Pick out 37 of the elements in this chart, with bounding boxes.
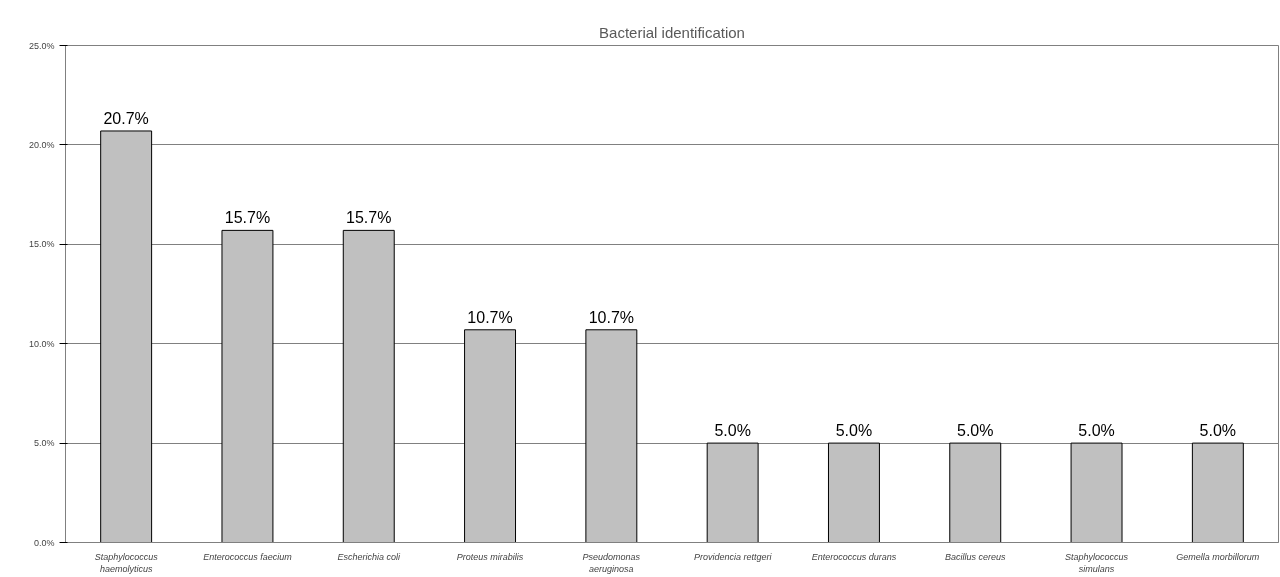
bar bbox=[585, 329, 638, 543]
x-tick-label: Pseudomonas aeruginosa bbox=[582, 551, 641, 574]
data-label: 5.0% bbox=[835, 422, 873, 440]
data-label: 15.7% bbox=[346, 209, 392, 227]
chart-title: Bacterial identification bbox=[599, 23, 745, 41]
y-tick-label: 10.0% bbox=[28, 338, 55, 349]
bar bbox=[706, 442, 759, 543]
bar bbox=[464, 329, 517, 543]
y-tick-label: 25.0% bbox=[28, 40, 55, 51]
y-tick-label: 5.0% bbox=[33, 438, 55, 449]
x-tick-label: Providencia rettgeri bbox=[693, 551, 773, 562]
x-tick-label: Bacillus cereus bbox=[944, 551, 1007, 562]
y-tick-label: 0.0% bbox=[33, 537, 55, 548]
x-tick-label: Enterococcus durans bbox=[811, 551, 897, 562]
bar bbox=[1191, 442, 1244, 543]
bar bbox=[221, 229, 274, 543]
data-label: 5.0% bbox=[957, 422, 994, 440]
x-tick-label: Enterococcus faecium bbox=[203, 551, 293, 562]
x-tick-label: Gemella morbillorum bbox=[1176, 551, 1260, 562]
x-tick-label: Escherichia coli bbox=[337, 551, 402, 562]
data-label: 15.7% bbox=[224, 209, 271, 227]
data-label: 5.0% bbox=[1199, 422, 1237, 440]
data-label: 10.7% bbox=[467, 308, 513, 326]
x-tick-label: Staphylococcus haemolyticus bbox=[94, 551, 159, 574]
bar bbox=[342, 229, 395, 543]
data-label: 5.0% bbox=[1078, 422, 1115, 440]
y-tick-label: 20.0% bbox=[28, 139, 55, 150]
data-label: 10.7% bbox=[588, 308, 635, 326]
bar bbox=[827, 442, 880, 543]
x-tick-label: Proteus mirabilis bbox=[456, 551, 524, 562]
bar bbox=[949, 442, 1002, 543]
data-label: 20.7% bbox=[103, 109, 149, 127]
data-label: 5.0% bbox=[714, 422, 751, 440]
y-tick-label: 15.0% bbox=[28, 239, 55, 250]
x-tick-label: Staphylococcus simulans bbox=[1065, 551, 1129, 574]
bar bbox=[1070, 442, 1123, 543]
bar bbox=[100, 130, 153, 543]
